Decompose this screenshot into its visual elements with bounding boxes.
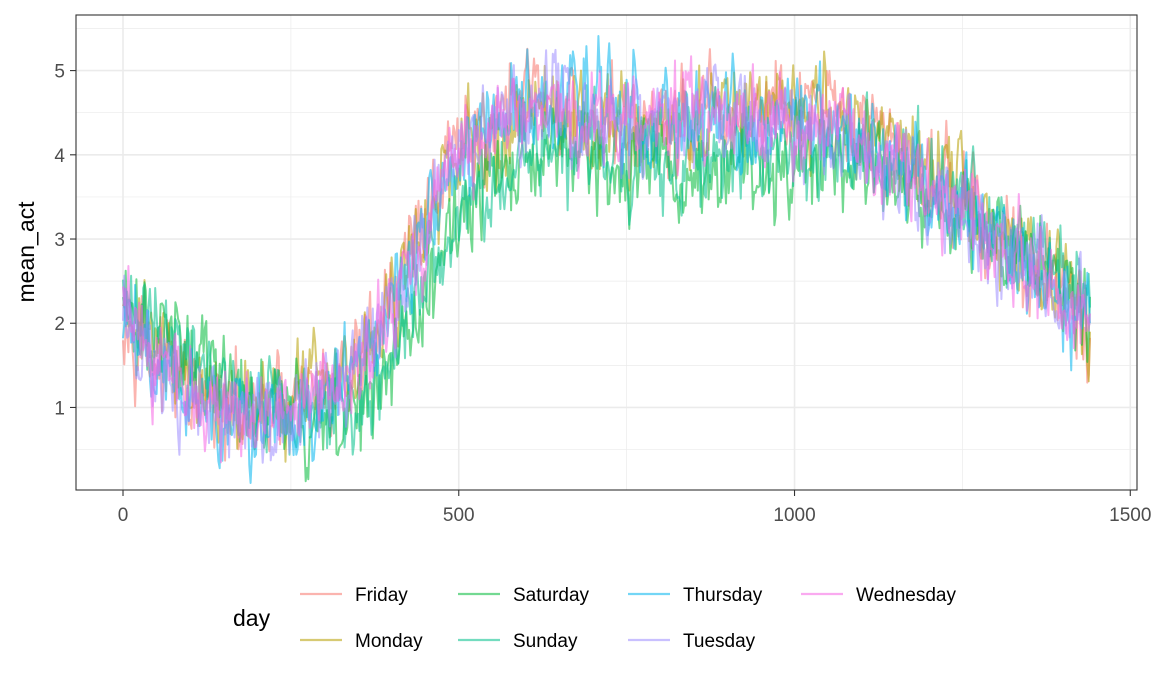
y-tick-label: 5 (54, 62, 65, 83)
legend-items: Friday Monday Saturday Sunday Thursday Tuesda… (300, 585, 956, 652)
x-tick-label: 1500 (1109, 505, 1151, 526)
panel-border (75, 14, 1138, 491)
series-line-wednesday (122, 55, 1091, 464)
y-axis-title: mean_act (13, 201, 39, 303)
legend: day Friday Monday Saturday Sunday Thursday Tu… (233, 585, 956, 652)
x-tick-label: 0 (118, 505, 129, 526)
legend-label-tuesday: Tuesday (683, 631, 756, 652)
y-tick-label: 2 (54, 314, 65, 335)
legend-label-saturday: Saturday (513, 585, 590, 606)
x-axis: 0 500 1000 1500 (118, 490, 1151, 526)
legend-label-monday: Monday (355, 631, 423, 652)
x-tick-label: 1000 (773, 505, 815, 526)
legend-title: day (233, 605, 271, 631)
x-tick-label: 500 (443, 505, 475, 526)
y-tick-label: 3 (54, 230, 65, 251)
y-tick-label: 1 (54, 398, 65, 419)
legend-label-friday: Friday (355, 585, 408, 606)
legend-label-thursday: Thursday (683, 585, 763, 606)
legend-label-sunday: Sunday (513, 631, 578, 652)
y-tick-label: 4 (54, 146, 65, 167)
series-line-tuesday (122, 48, 1091, 464)
legend-label-wednesday: Wednesday (856, 585, 956, 606)
plot-panel (75, 14, 1138, 491)
y-axis: 1 2 3 4 5 (54, 62, 76, 419)
series-lines (122, 35, 1091, 484)
